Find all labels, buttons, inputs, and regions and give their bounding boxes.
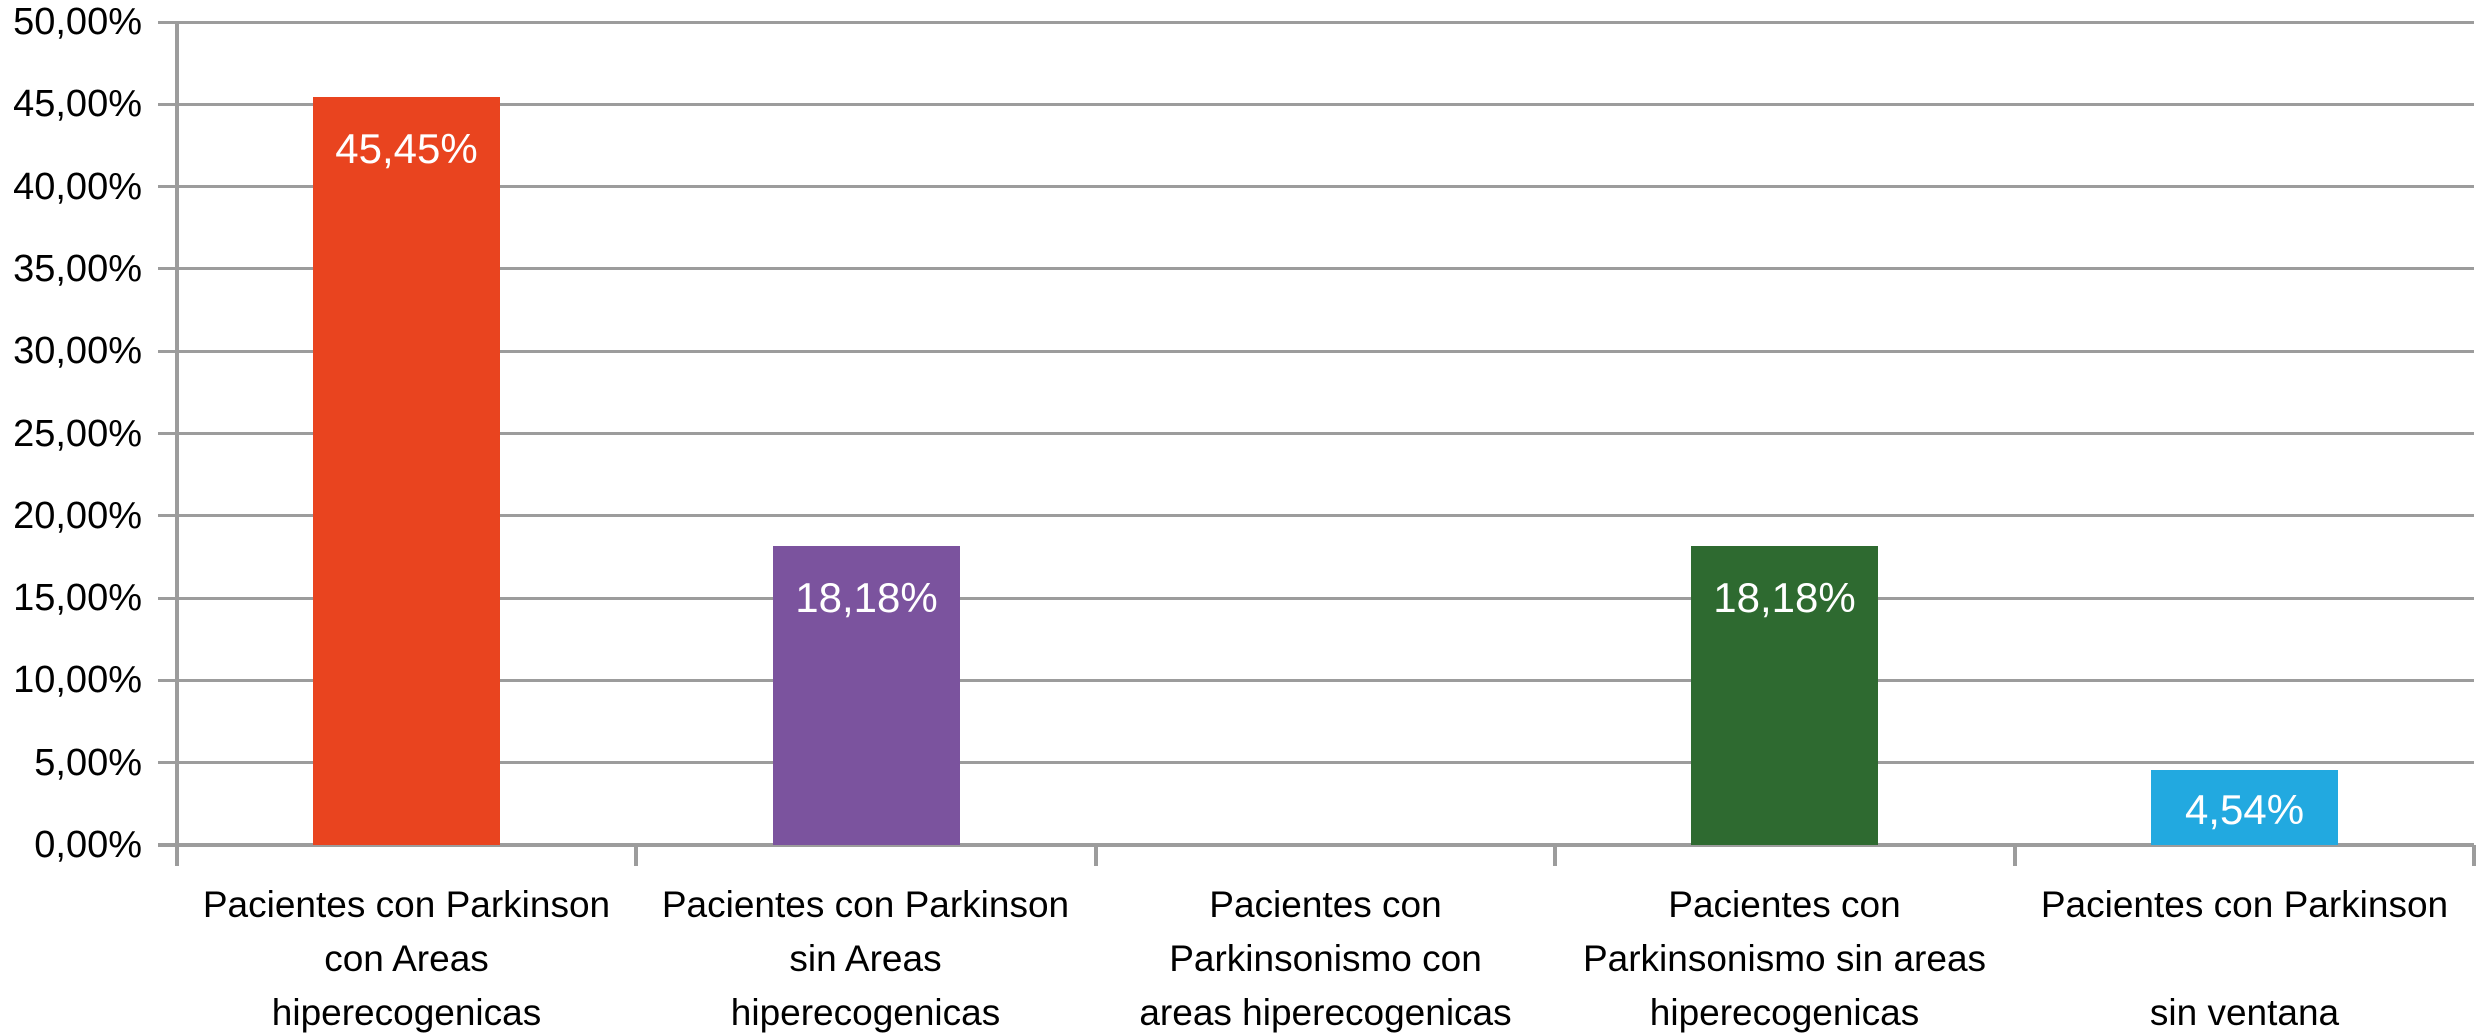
gridline xyxy=(158,350,2474,353)
bar xyxy=(1691,546,1878,845)
gridline xyxy=(158,432,2474,435)
x-axis-tick xyxy=(1094,845,1098,866)
y-axis-label: 45,00% xyxy=(13,83,142,125)
x-axis-tick xyxy=(2013,845,2017,866)
gridline xyxy=(158,185,2474,188)
gridline xyxy=(158,761,2474,764)
bar-value-label: 18,18% xyxy=(795,574,938,621)
gridline xyxy=(158,514,2474,517)
gridline xyxy=(158,21,2474,24)
y-axis-label: 35,00% xyxy=(13,248,142,290)
gridline xyxy=(158,679,2474,682)
category-label: Pacientes con Parkinsonismo con areas hi… xyxy=(1139,884,1512,1033)
gridline xyxy=(158,597,2474,600)
y-axis-label: 20,00% xyxy=(13,495,142,537)
y-axis-label: 10,00% xyxy=(13,659,142,701)
y-axis-label: 50,00% xyxy=(13,1,142,43)
bar-value-label: 4,54% xyxy=(2184,786,2305,833)
x-axis-tick xyxy=(634,845,638,866)
bar xyxy=(2151,770,2338,845)
category-label: Pacientes con Parkinson con Areas hipere… xyxy=(202,884,611,1033)
gridline xyxy=(158,103,2474,106)
category-label: Pacientes con Parkinsonismo sin areas hi… xyxy=(1582,884,1987,1033)
bar-value-label: 18,18% xyxy=(1713,574,1856,621)
x-axis-tick xyxy=(1553,845,1557,866)
y-axis-label: 0,00% xyxy=(34,824,142,866)
x-axis-tick xyxy=(2472,845,2476,866)
y-axis-label: 5,00% xyxy=(34,742,142,784)
y-axis-label: 25,00% xyxy=(13,413,142,455)
x-axis-baseline xyxy=(158,843,2474,847)
y-axis-label: 30,00% xyxy=(13,330,142,372)
y-axis-label: 15,00% xyxy=(13,577,142,619)
y-axis-line xyxy=(175,22,179,866)
gridline xyxy=(158,267,2474,270)
y-axis-label: 40,00% xyxy=(13,166,142,208)
bar xyxy=(773,546,960,845)
category-label: Pacientes con Parkinson sin Areas hipere… xyxy=(661,884,1070,1033)
bar-value-label: 45,45% xyxy=(335,125,478,172)
bar xyxy=(313,97,500,845)
category-label: Pacientes con Parkinson sin ventana xyxy=(2040,884,2449,1033)
